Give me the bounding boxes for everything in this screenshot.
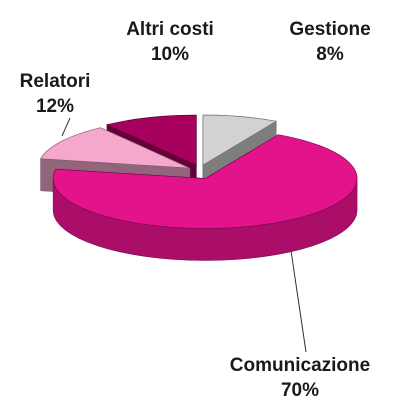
slice-value-label: 8% [316,44,344,65]
slice [105,114,197,166]
slice [39,127,191,169]
slice-value-label: 10% [151,44,189,65]
leader-line [61,117,71,137]
slice-label: Altri costi [126,19,214,40]
slice-value-label: 12% [36,96,74,117]
slice [202,114,278,166]
slice-value-label: 70% [281,380,319,401]
slice-label: Comunicazione [230,355,370,376]
slice-tops [39,114,358,229]
slice [52,134,358,229]
leader-line [289,243,307,353]
slice-label: Gestione [289,19,370,40]
slice-label: Relatori [20,71,91,92]
